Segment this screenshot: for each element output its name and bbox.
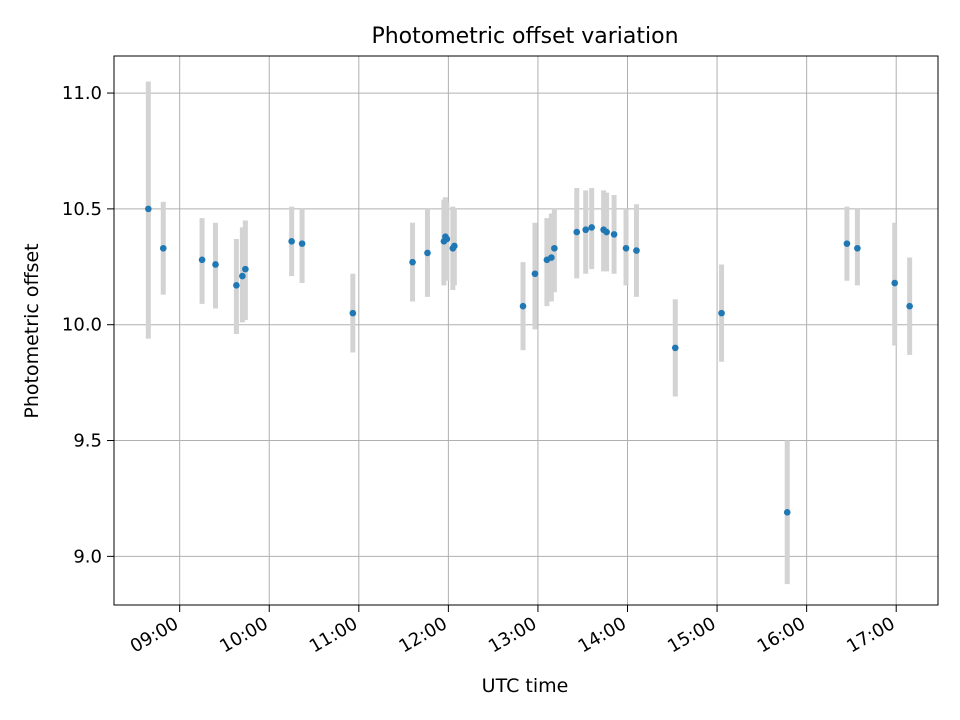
data-point: [198, 256, 206, 264]
data-point: [603, 228, 610, 236]
data-point: [891, 279, 899, 287]
y-tick-label: 9.5: [73, 431, 102, 452]
y-tick-label: 10.5: [62, 199, 102, 220]
data-point: [718, 309, 725, 317]
data-point: [239, 272, 246, 280]
data-point: [212, 261, 219, 268]
chart-title: Photometric offset variation: [371, 24, 678, 49]
data-point: [242, 265, 249, 273]
y-tick-label: 9.0: [73, 546, 102, 567]
data-point: [298, 240, 306, 247]
data-point: [451, 242, 458, 250]
grid-layer: [114, 56, 938, 605]
y-tick-label: 11.0: [62, 83, 102, 104]
data-point: [582, 226, 590, 234]
data-point: [633, 247, 640, 254]
data-point: [288, 238, 295, 245]
data-point: [783, 509, 791, 516]
data-point: [622, 244, 630, 252]
data-point: [349, 309, 357, 317]
data-point: [843, 240, 851, 247]
data-point: [159, 244, 167, 252]
data-point: [573, 228, 581, 236]
data-point: [233, 282, 240, 289]
data-point: [906, 302, 913, 310]
data-point: [854, 244, 861, 252]
data-point: [443, 235, 451, 243]
data-point: [145, 205, 152, 213]
data-point: [548, 254, 555, 261]
data-point: [610, 231, 618, 238]
x-axis-label: UTC time: [482, 675, 569, 697]
point-layer: [145, 205, 913, 516]
data-point: [519, 302, 527, 310]
data-point: [671, 344, 679, 352]
plot-frame: [113, 55, 939, 606]
data-point: [424, 249, 431, 257]
data-point: [551, 244, 558, 252]
data-point: [531, 270, 539, 278]
y-axis-label: Photometric offset: [21, 243, 43, 418]
y-tick-label: 10.0: [62, 315, 102, 336]
data-point: [409, 258, 416, 266]
data-point: [588, 224, 595, 231]
